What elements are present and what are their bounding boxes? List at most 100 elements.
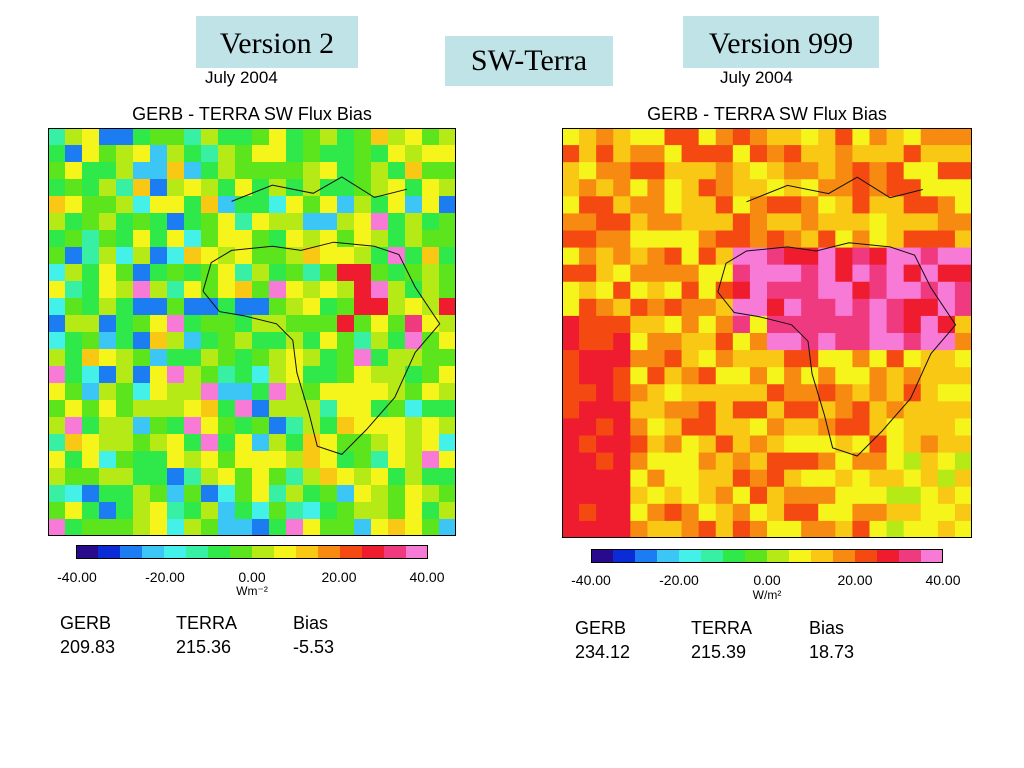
heatmap-cell (354, 247, 372, 265)
heatmap-cell (184, 247, 202, 265)
heatmap-cell (65, 213, 83, 231)
heatmap-cell (286, 519, 304, 536)
heatmap-cell (65, 247, 83, 265)
heatmap-cell (698, 418, 717, 436)
heatmap-cell (613, 469, 631, 488)
heatmap-cell (579, 196, 597, 214)
heatmap-cell (116, 332, 134, 350)
heatmap-cell (664, 213, 682, 231)
heatmap-cell (48, 417, 66, 435)
heatmap-cell (920, 247, 939, 266)
heatmap-cell (320, 145, 338, 163)
heatmap-cell (784, 401, 802, 419)
heatmap-cell (150, 417, 168, 435)
heatmap-cell (371, 230, 389, 248)
heatmap-cell (767, 264, 785, 283)
heatmap-cell (937, 520, 956, 538)
heatmap-cell (116, 485, 134, 503)
heatmap-cell (320, 162, 338, 180)
heatmap-cell (630, 520, 648, 538)
heatmap-cell (647, 247, 665, 266)
heatmap-cell (596, 435, 614, 453)
heatmap-cell (698, 196, 717, 214)
heatmap-cell (664, 145, 682, 163)
heatmap-cell (596, 418, 614, 436)
heatmap-cell (698, 486, 717, 505)
heatmap-cell (252, 519, 270, 536)
heatmap-cell (579, 128, 597, 146)
heatmap-cell (562, 503, 580, 522)
heatmap-cell (133, 451, 151, 469)
heatmap-cell (613, 179, 631, 197)
heatmap-cell (354, 162, 372, 180)
heatmap-cell (715, 162, 734, 180)
heatmap-cell (869, 315, 887, 334)
heatmap-cell (439, 400, 456, 418)
heatmap-cell (388, 383, 406, 401)
heatmap-cell (167, 434, 185, 452)
heatmap-cell (116, 179, 134, 197)
heatmap-cell (681, 333, 700, 351)
heatmap-cell (167, 264, 185, 282)
heatmap-cell (613, 145, 631, 163)
left-colorbar-swatch (142, 545, 165, 559)
heatmap-cell (252, 162, 270, 180)
heatmap-cell (150, 213, 168, 231)
heatmap-cell (579, 315, 597, 334)
heatmap-cell (852, 315, 870, 334)
heatmap-cell (732, 350, 751, 368)
heatmap-cell (647, 503, 665, 522)
heatmap-cell (116, 230, 134, 248)
heatmap-cell (732, 315, 751, 334)
heatmap-cell (613, 350, 631, 368)
heatmap-cell (354, 213, 372, 231)
heatmap-cell (784, 418, 802, 436)
heatmap-cell (698, 128, 717, 146)
heatmap-cell (99, 383, 117, 401)
heatmap-cell (252, 128, 270, 146)
heatmap-cell (818, 230, 836, 248)
heatmap-cell (422, 315, 440, 333)
heatmap-cell (116, 213, 134, 231)
left-colorbar-unit: Wm⁻² (236, 584, 268, 598)
heatmap-cell (920, 333, 939, 351)
heatmap-cell (579, 213, 597, 231)
heatmap-cell (82, 366, 100, 384)
heatmap-cell (835, 145, 853, 163)
heatmap-cell (732, 179, 751, 197)
heatmap-cell (116, 247, 134, 265)
heatmap-cell (630, 264, 648, 283)
heatmap-cell (749, 503, 768, 522)
heatmap-cell (320, 383, 338, 401)
heatmap-cell (303, 383, 321, 401)
heatmap-cell (337, 451, 355, 469)
heatmap-cell (82, 332, 100, 350)
heatmap-cell (133, 264, 151, 282)
heatmap-cell (698, 213, 717, 231)
heatmap-cell (596, 503, 614, 522)
heatmap-cell (354, 298, 372, 316)
heatmap-cell (150, 298, 168, 316)
map-border (48, 128, 456, 536)
heatmap-cell (647, 486, 665, 505)
heatmap-cell (698, 469, 717, 488)
heatmap-cell (613, 162, 631, 180)
heatmap-cell (954, 452, 972, 471)
heatmap-cell (388, 315, 406, 333)
heatmap-cell (286, 213, 304, 231)
heatmap-cell (835, 452, 853, 471)
heatmap-cell (99, 502, 117, 520)
heatmap-cell (235, 298, 253, 316)
heatmap-cell (579, 384, 597, 402)
heatmap-cell (167, 417, 185, 435)
heatmap-cell (647, 520, 665, 538)
heatmap-cell (99, 264, 117, 282)
heatmap-cell (818, 469, 836, 488)
heatmap-cell (337, 230, 355, 248)
version-999-label: Version 999 (683, 16, 879, 68)
heatmap-cell (286, 162, 304, 180)
heatmap-cell (596, 350, 614, 368)
heatmap-cell (150, 502, 168, 520)
heatmap-cell (732, 162, 751, 180)
heatmap-cell (167, 451, 185, 469)
